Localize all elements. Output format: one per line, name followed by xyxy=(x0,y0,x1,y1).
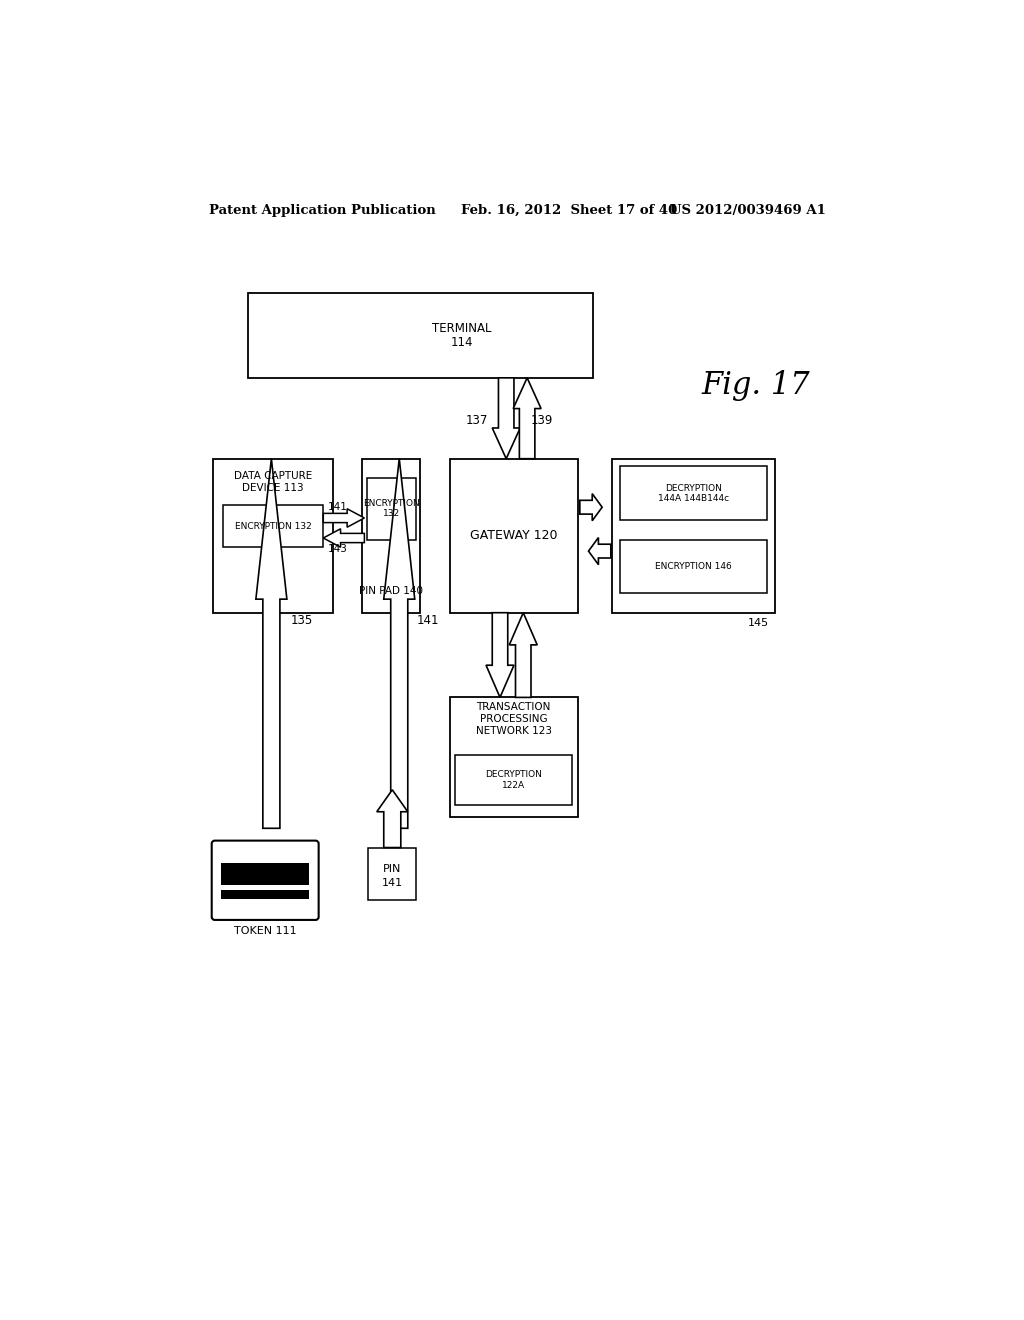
Text: 143: 143 xyxy=(328,544,348,554)
Bar xyxy=(362,459,420,612)
Polygon shape xyxy=(513,378,541,459)
Bar xyxy=(455,755,572,805)
Text: Fig. 17: Fig. 17 xyxy=(701,370,810,401)
Text: TRANSACTION
PROCESSING
NETWORK 123: TRANSACTION PROCESSING NETWORK 123 xyxy=(475,702,552,735)
Polygon shape xyxy=(377,789,408,847)
Polygon shape xyxy=(486,612,514,697)
Bar xyxy=(222,506,324,548)
Polygon shape xyxy=(589,537,611,565)
Polygon shape xyxy=(256,459,287,829)
Bar xyxy=(621,466,767,520)
Bar xyxy=(369,847,417,900)
Polygon shape xyxy=(324,508,365,527)
Text: Feb. 16, 2012  Sheet 17 of 40: Feb. 16, 2012 Sheet 17 of 40 xyxy=(461,205,678,218)
Polygon shape xyxy=(509,612,538,697)
Text: Patent Application Publication: Patent Application Publication xyxy=(209,205,436,218)
Text: PIN PAD 140: PIN PAD 140 xyxy=(359,586,423,597)
Text: 141: 141 xyxy=(417,614,439,627)
Polygon shape xyxy=(580,494,602,521)
Bar xyxy=(367,478,417,540)
Text: TERMINAL
114: TERMINAL 114 xyxy=(432,322,492,350)
Text: US 2012/0039469 A1: US 2012/0039469 A1 xyxy=(671,205,826,218)
Text: ENCRYPTION 146: ENCRYPTION 146 xyxy=(655,562,732,572)
Bar xyxy=(213,459,334,612)
Text: 141: 141 xyxy=(382,878,402,888)
Text: TOKEN 111: TOKEN 111 xyxy=(233,925,297,936)
Polygon shape xyxy=(324,529,365,548)
Bar xyxy=(248,293,593,378)
Text: PIN: PIN xyxy=(383,865,401,874)
Bar xyxy=(621,540,767,594)
Text: DATA CAPTURE
DEVICE 113: DATA CAPTURE DEVICE 113 xyxy=(234,471,312,492)
Text: GATEWAY 120: GATEWAY 120 xyxy=(470,529,557,543)
Bar xyxy=(221,890,309,899)
Text: 139: 139 xyxy=(531,413,553,426)
Polygon shape xyxy=(493,378,520,459)
Bar xyxy=(221,863,309,884)
Bar xyxy=(612,459,775,612)
Text: ENCRYPTION 132: ENCRYPTION 132 xyxy=(234,521,311,531)
Text: DECRYPTION
122A: DECRYPTION 122A xyxy=(485,771,542,789)
Bar xyxy=(450,459,578,612)
Text: ENCRYPTION
132: ENCRYPTION 132 xyxy=(364,499,420,519)
Polygon shape xyxy=(384,459,415,829)
Bar xyxy=(450,697,578,817)
Text: 141: 141 xyxy=(328,502,348,512)
Text: DECRYPTION
144A 144B144c: DECRYPTION 144A 144B144c xyxy=(658,483,729,503)
Text: 145: 145 xyxy=(748,619,769,628)
FancyBboxPatch shape xyxy=(212,841,318,920)
Text: 135: 135 xyxy=(291,614,313,627)
Text: 137: 137 xyxy=(466,413,488,426)
